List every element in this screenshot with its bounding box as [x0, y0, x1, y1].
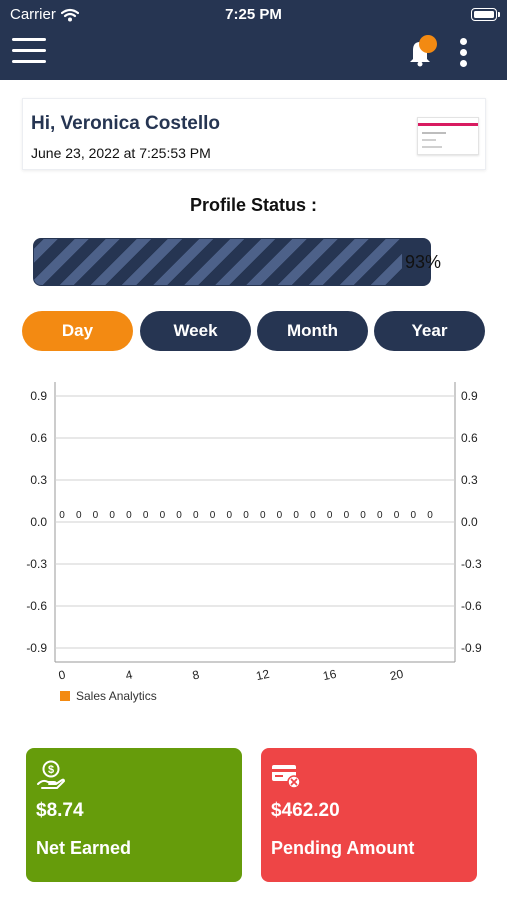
tab-month[interactable]: Month [257, 311, 368, 351]
data-point-label: 0 [293, 510, 299, 521]
svg-text:$: $ [48, 764, 54, 776]
status-bar: Carrier 7:25 PM [0, 0, 507, 28]
y-tick-label-left: 0.6 [30, 431, 47, 445]
data-point-label: 0 [410, 510, 416, 521]
x-tick-label: 16 [322, 667, 338, 684]
data-point-label: 0 [226, 510, 232, 521]
bell-icon[interactable] [405, 34, 439, 68]
profile-progress-bar [33, 238, 431, 286]
x-tick-label: 4 [124, 667, 134, 682]
notification-dot [419, 35, 437, 53]
x-tick-label: 8 [191, 667, 201, 682]
wifi-icon [60, 8, 79, 21]
net-earned-amount: $8.74 [36, 800, 84, 821]
x-tick-label: 0 [57, 667, 67, 682]
data-point-label: 0 [76, 510, 82, 521]
y-tick-label-right: 0.6 [461, 431, 478, 445]
x-tick-label: 12 [255, 667, 271, 684]
data-point-label: 0 [59, 510, 65, 521]
y-tick-label-left: -0.9 [26, 641, 47, 655]
legend-label: Sales Analytics [76, 689, 157, 703]
data-point-label: 0 [109, 510, 115, 521]
preview-thumbnail[interactable] [417, 117, 479, 155]
data-point-label: 0 [160, 510, 166, 521]
net-earned-label: Net Earned [36, 838, 132, 858]
data-point-label: 0 [126, 510, 132, 521]
data-point-label: 0 [427, 510, 433, 521]
y-tick-label-right: -0.9 [461, 641, 482, 655]
money-hand-icon: $ [37, 760, 65, 789]
x-tick-label: 20 [389, 667, 405, 684]
greeting-datetime: June 23, 2022 at 7:25:53 PM [31, 145, 211, 161]
net-earned-card[interactable]: $ $8.74 Net Earned [26, 748, 242, 882]
profile-progress-percent: 93% [405, 252, 442, 272]
data-point-label: 0 [143, 510, 149, 521]
user-greeting: Hi, Veronica Costello [31, 113, 220, 134]
app-header: Carrier 7:25 PM [0, 0, 507, 80]
y-tick-label-left: -0.6 [26, 599, 47, 613]
battery-icon [471, 8, 500, 21]
pending-amount-label: Pending Amount [271, 838, 415, 858]
data-point-label: 0 [394, 510, 400, 521]
tab-day[interactable]: Day [22, 311, 133, 351]
tab-week[interactable]: Week [140, 311, 251, 351]
tab-year[interactable]: Year [374, 311, 485, 351]
pending-amount-value: $462.20 [271, 800, 340, 821]
hamburger-menu-icon[interactable] [12, 38, 46, 64]
profile-status-label: Profile Status : [189, 195, 318, 215]
carrier-status: Carrier [10, 6, 79, 23]
y-tick-label-left: -0.3 [26, 557, 47, 571]
y-tick-label-right: -0.6 [461, 599, 482, 613]
data-point-label: 0 [344, 510, 350, 521]
sales-analytics-chart: 0.9 0.9 0.6 0.6 0.3 0.3 0.0 0.0 -0.3 -0.3 -0.6 -0.6… [26, 382, 482, 684]
period-tabs: Day Week Month Year [22, 311, 486, 351]
data-point-label: 0 [243, 510, 249, 521]
data-point-label: 0 [377, 510, 383, 521]
pending-amount-card[interactable]: $462.20 Pending Amount [261, 748, 477, 882]
y-tick-label-left: 0.0 [30, 515, 47, 529]
data-point-label: 0 [277, 510, 283, 521]
data-point-label: 0 [176, 510, 182, 521]
data-point-label: 0 [193, 510, 199, 521]
y-tick-label-right: 0.9 [461, 389, 478, 403]
data-point-label: 0 [93, 510, 99, 521]
y-tick-label-right: -0.3 [461, 557, 482, 571]
data-point-label: 0 [310, 510, 316, 521]
carrier-label: Carrier [10, 6, 56, 23]
chart-legend: Sales Analytics [60, 689, 157, 703]
y-tick-label-right: 0.0 [461, 515, 478, 529]
y-tick-label-left: 0.3 [30, 473, 47, 487]
more-vertical-icon[interactable] [455, 38, 473, 68]
status-time: 7:25 PM [225, 6, 282, 23]
y-tick-label-right: 0.3 [461, 473, 478, 487]
legend-swatch [60, 691, 70, 701]
profile-progress-fill [34, 239, 403, 285]
greeting-card: Hi, Veronica Costello June 23, 2022 at 7… [22, 98, 486, 170]
y-tick-label-left: 0.9 [30, 389, 47, 403]
data-point-label: 0 [210, 510, 216, 521]
data-point-label: 0 [360, 510, 366, 521]
data-point-label: 0 [260, 510, 266, 521]
credit-card-cancel-icon [272, 765, 301, 789]
data-point-label: 0 [327, 510, 333, 521]
